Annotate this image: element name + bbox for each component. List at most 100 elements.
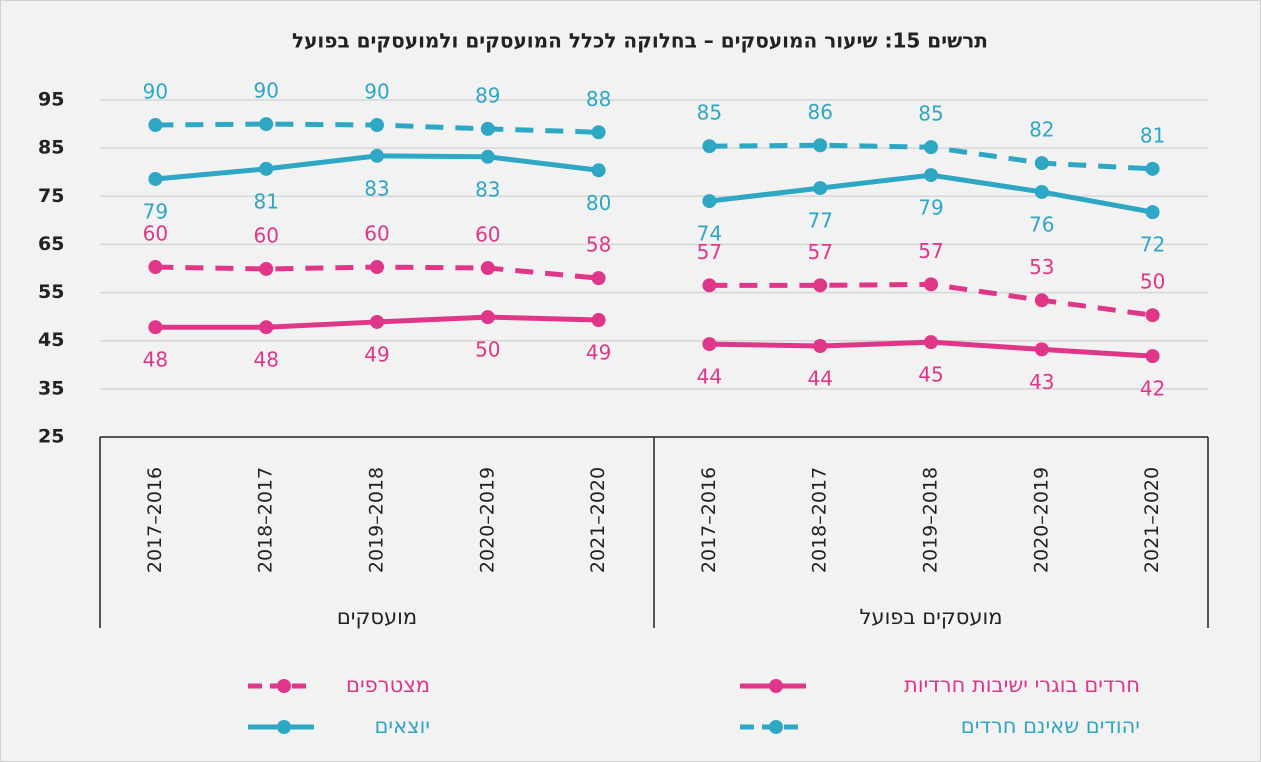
data-point: [1034, 342, 1049, 357]
data-point: [259, 117, 274, 132]
data-label: 53: [1029, 255, 1054, 279]
y-tick-label: 75: [38, 185, 64, 207]
data-point: [370, 118, 384, 133]
x-tick-label: 2021–2020: [1141, 467, 1163, 573]
data-label: 85: [697, 101, 722, 125]
y-tick-label: 25: [38, 426, 64, 448]
x-tick-label: 2021–2020: [587, 467, 609, 573]
data-label: 81: [1140, 123, 1165, 147]
data-point: [591, 313, 606, 328]
legend-label: יוצאים: [374, 714, 430, 738]
data-label: 60: [364, 222, 389, 246]
data-label: 44: [807, 367, 832, 391]
data-label: 49: [364, 342, 389, 366]
x-tick-label: 2019–2018: [920, 467, 942, 573]
group-label: מועסקים: [337, 605, 417, 629]
legend-label: חרדים בוגרי ישיבות חרדיות: [904, 673, 1140, 697]
legend-marker: [277, 679, 291, 693]
data-label: 43: [1029, 370, 1054, 394]
data-label: 60: [253, 223, 278, 247]
data-label: 60: [475, 223, 500, 247]
y-tick-label: 65: [38, 233, 64, 255]
data-label: 89: [475, 83, 500, 107]
y-tick-label: 35: [38, 377, 64, 399]
data-point: [813, 278, 828, 293]
data-point: [148, 171, 163, 186]
data-label: 48: [143, 348, 168, 372]
chart-title: תרשים 15: שיעור המועסקים – בחלוקה לכלל ה…: [292, 29, 988, 53]
data-point: [813, 339, 828, 354]
data-point: [480, 149, 495, 164]
data-point: [480, 121, 495, 136]
data-label: 90: [364, 80, 389, 104]
data-label: 85: [918, 102, 943, 126]
data-point: [259, 161, 274, 176]
data-point: [148, 320, 163, 335]
data-point: [591, 271, 606, 286]
y-tick-label: 55: [38, 281, 64, 303]
data-label: 60: [143, 222, 168, 246]
y-tick-label: 95: [38, 89, 64, 111]
data-point: [1145, 349, 1160, 364]
legend-marker: [769, 679, 783, 693]
data-point: [591, 125, 606, 140]
data-point: [370, 260, 384, 275]
data-point: [1145, 308, 1160, 323]
data-label: 50: [475, 338, 500, 362]
data-point: [813, 138, 828, 153]
data-point: [259, 320, 274, 335]
data-label: 57: [918, 239, 943, 263]
legend-marker: [277, 720, 291, 734]
data-label: 90: [253, 79, 278, 103]
data-label: 77: [807, 209, 832, 233]
data-label: 82: [1029, 118, 1054, 142]
x-tick-label: 2018–2017: [809, 467, 831, 573]
y-tick-label: 45: [38, 329, 64, 351]
data-point: [702, 139, 717, 154]
data-point: [1145, 161, 1160, 176]
data-point: [924, 168, 938, 183]
data-point: [924, 277, 938, 292]
legend-label: יהודים שאינם חרדים: [961, 714, 1140, 738]
y-tick-label: 85: [38, 137, 64, 159]
data-point: [702, 278, 717, 293]
x-tick-label: 2017–2016: [144, 467, 166, 573]
group-label: מועסקים בפועל: [859, 605, 1002, 629]
x-tick-label: 2020–2019: [1030, 467, 1052, 573]
data-point: [924, 335, 938, 350]
data-point: [259, 261, 274, 276]
data-point: [480, 261, 495, 276]
data-label: 58: [586, 233, 611, 257]
data-label: 83: [475, 177, 500, 201]
data-point: [370, 314, 384, 329]
data-point: [702, 194, 717, 209]
data-label: 80: [586, 191, 611, 215]
data-label: 74: [697, 222, 722, 246]
data-label: 86: [807, 100, 832, 124]
data-point: [370, 148, 384, 163]
data-label: 45: [918, 363, 943, 387]
data-label: 88: [586, 87, 611, 111]
data-label: 48: [253, 348, 278, 372]
data-point: [591, 163, 606, 178]
data-label: 76: [1029, 212, 1054, 236]
data-point: [702, 337, 717, 352]
data-label: 90: [143, 80, 168, 104]
data-point: [813, 181, 828, 196]
data-label: 49: [586, 341, 611, 365]
data-point: [148, 118, 163, 133]
data-label: 83: [364, 176, 389, 200]
data-point: [1034, 293, 1049, 308]
legend-label: מצטרפים: [346, 673, 430, 697]
data-point: [1034, 156, 1049, 171]
legend-marker: [769, 720, 783, 734]
data-label: 44: [697, 365, 722, 389]
data-point: [924, 140, 938, 155]
data-label: 42: [1140, 377, 1165, 401]
data-label: 57: [807, 240, 832, 264]
data-label: 50: [1140, 270, 1165, 294]
